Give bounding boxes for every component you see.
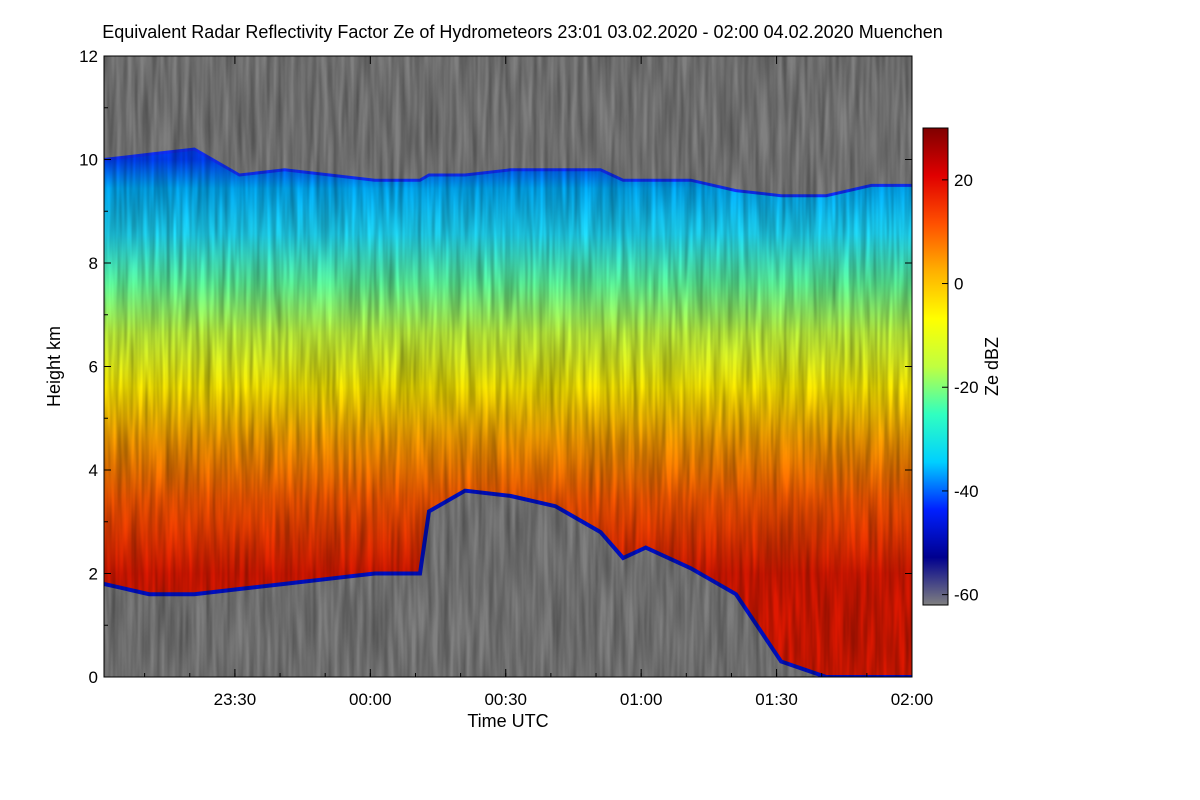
colorbar-ticks: -60 -40 -20 0 20	[942, 171, 979, 605]
x-tick-label: 00:00	[349, 690, 392, 709]
colorbar-label: Ze dBZ	[982, 337, 1002, 396]
x-tick-label: 01:30	[755, 690, 798, 709]
y-tick-label: 4	[89, 461, 98, 480]
y-tick-label: 2	[89, 565, 98, 584]
colorbar: -60 -40 -20 0 20	[922, 127, 979, 606]
x-tick-label: 23:30	[214, 690, 257, 709]
y-tick-label: 0	[89, 668, 98, 687]
colorbar-tick-label: 0	[954, 275, 963, 294]
x-tick-label: 00:30	[484, 690, 527, 709]
y-tick-label: 6	[89, 358, 98, 377]
colorbar-tick-label: -20	[954, 378, 979, 397]
colorbar-tick-label: 20	[954, 171, 973, 190]
x-tick-label: 01:00	[620, 690, 663, 709]
x-axis: 23:30 00:00 00:30 01:00 01:30 02:00	[144, 56, 934, 709]
x-axis-label: Time UTC	[467, 711, 548, 731]
plot-area	[103, 55, 913, 678]
y-tick-label: 12	[79, 47, 98, 66]
chart-title: Equivalent Radar Reflectivity Factor Ze …	[102, 22, 943, 42]
colorbar-scale	[922, 127, 949, 606]
y-tick-label: 10	[79, 151, 98, 170]
y-axis-label: Height km	[44, 326, 64, 407]
colorbar-tick-label: -40	[954, 482, 979, 501]
y-axis: 0 2 4 6 8 10 12	[79, 47, 912, 687]
fallstreak-texture	[104, 56, 912, 677]
colorbar-tick-label: -60	[954, 586, 979, 605]
x-tick-label: 02:00	[891, 690, 934, 709]
y-tick-label: 8	[89, 254, 98, 273]
